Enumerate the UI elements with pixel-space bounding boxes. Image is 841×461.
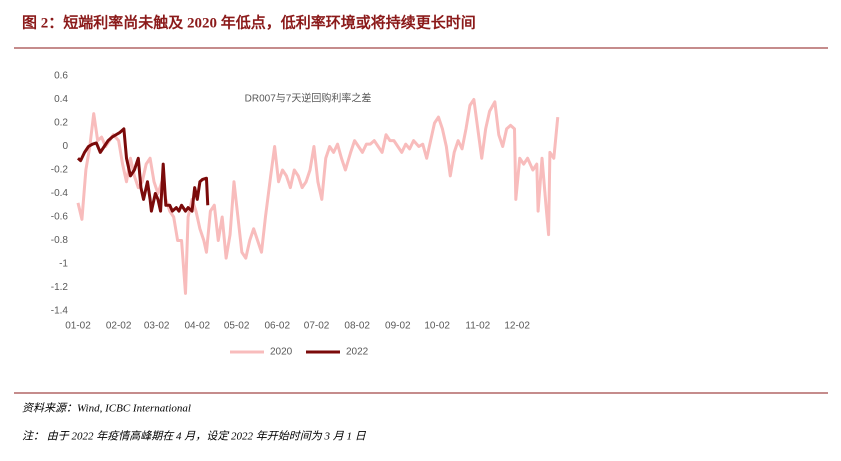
y-tick-label: -0.8 bbox=[51, 235, 69, 246]
note: 注： 由于 2022 年疫情高峰期在 4 月，设定 2022 年开始时间为 3 … bbox=[22, 430, 367, 443]
y-tick-label: -0.2 bbox=[51, 165, 69, 176]
y-tick-label: -1.2 bbox=[51, 282, 69, 293]
chart-title: 图 2：短端利率尚未触及 2020 年低点，低利率环境或将持续更长时间 bbox=[22, 13, 476, 31]
series-line bbox=[76, 98, 560, 295]
x-tick-label: 02-02 bbox=[106, 321, 132, 332]
legend-label: 2022 bbox=[346, 347, 369, 358]
x-tick-label: 01-02 bbox=[65, 321, 91, 332]
series-line bbox=[76, 127, 210, 213]
x-tick-label: 05-02 bbox=[224, 321, 250, 332]
source: 资料来源：Wind, ICBC International bbox=[22, 402, 191, 415]
x-tick-label: 07-02 bbox=[304, 321, 330, 332]
y-tick-label: 0.2 bbox=[54, 118, 68, 129]
y-tick-label: 0.6 bbox=[54, 71, 68, 82]
x-tick-label: 12-02 bbox=[504, 321, 530, 332]
x-tick-label: 03-02 bbox=[144, 321, 170, 332]
x-tick-label: 04-02 bbox=[184, 321, 210, 332]
x-tick-label: 09-02 bbox=[385, 321, 411, 332]
y-tick-label: 0 bbox=[62, 141, 68, 152]
y-tick-label: -1.4 bbox=[51, 306, 69, 317]
y-tick-label: -0.6 bbox=[51, 212, 69, 223]
chart-subtitle: DR007与7天逆回购利率之差 bbox=[245, 92, 372, 105]
x-tick-label: 06-02 bbox=[264, 321, 290, 332]
x-tick-label: 10-02 bbox=[424, 321, 450, 332]
y-tick-label: -1 bbox=[59, 259, 68, 270]
y-tick-label: -0.4 bbox=[51, 188, 69, 199]
legend-label: 2020 bbox=[270, 347, 293, 358]
y-tick-label: 0.4 bbox=[54, 94, 68, 105]
x-tick-label: 08-02 bbox=[344, 321, 370, 332]
x-tick-label: 11-02 bbox=[465, 321, 490, 332]
